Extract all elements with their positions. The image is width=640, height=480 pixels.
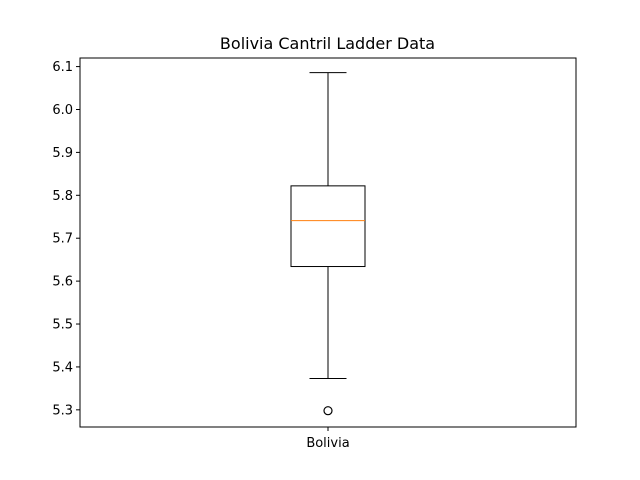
outlier-point [323,406,333,416]
y-tick-label: 6.1 [52,60,73,75]
y-tick-label: 5.3 [52,403,73,418]
chart-title: Bolivia Cantril Ladder Data [220,34,435,53]
iqr-box [290,185,366,268]
y-tick-label: 5.4 [52,360,73,375]
y-tick-label: 5.9 [52,146,73,161]
y-tick-label: 5.5 [52,318,73,333]
y-tick-label: 5.8 [52,189,73,204]
y-axis: 5.3 5.4 5.5 5.6 5.7 5.8 5.9 6.0 6.1 [52,60,80,418]
x-axis: Bolivia [306,427,350,451]
y-tick-label: 5.6 [52,275,73,290]
x-tick-label: Bolivia [306,436,349,451]
box-plot [290,72,366,416]
y-tick-label: 6.0 [52,103,73,118]
y-tick-label: 5.7 [52,232,73,247]
